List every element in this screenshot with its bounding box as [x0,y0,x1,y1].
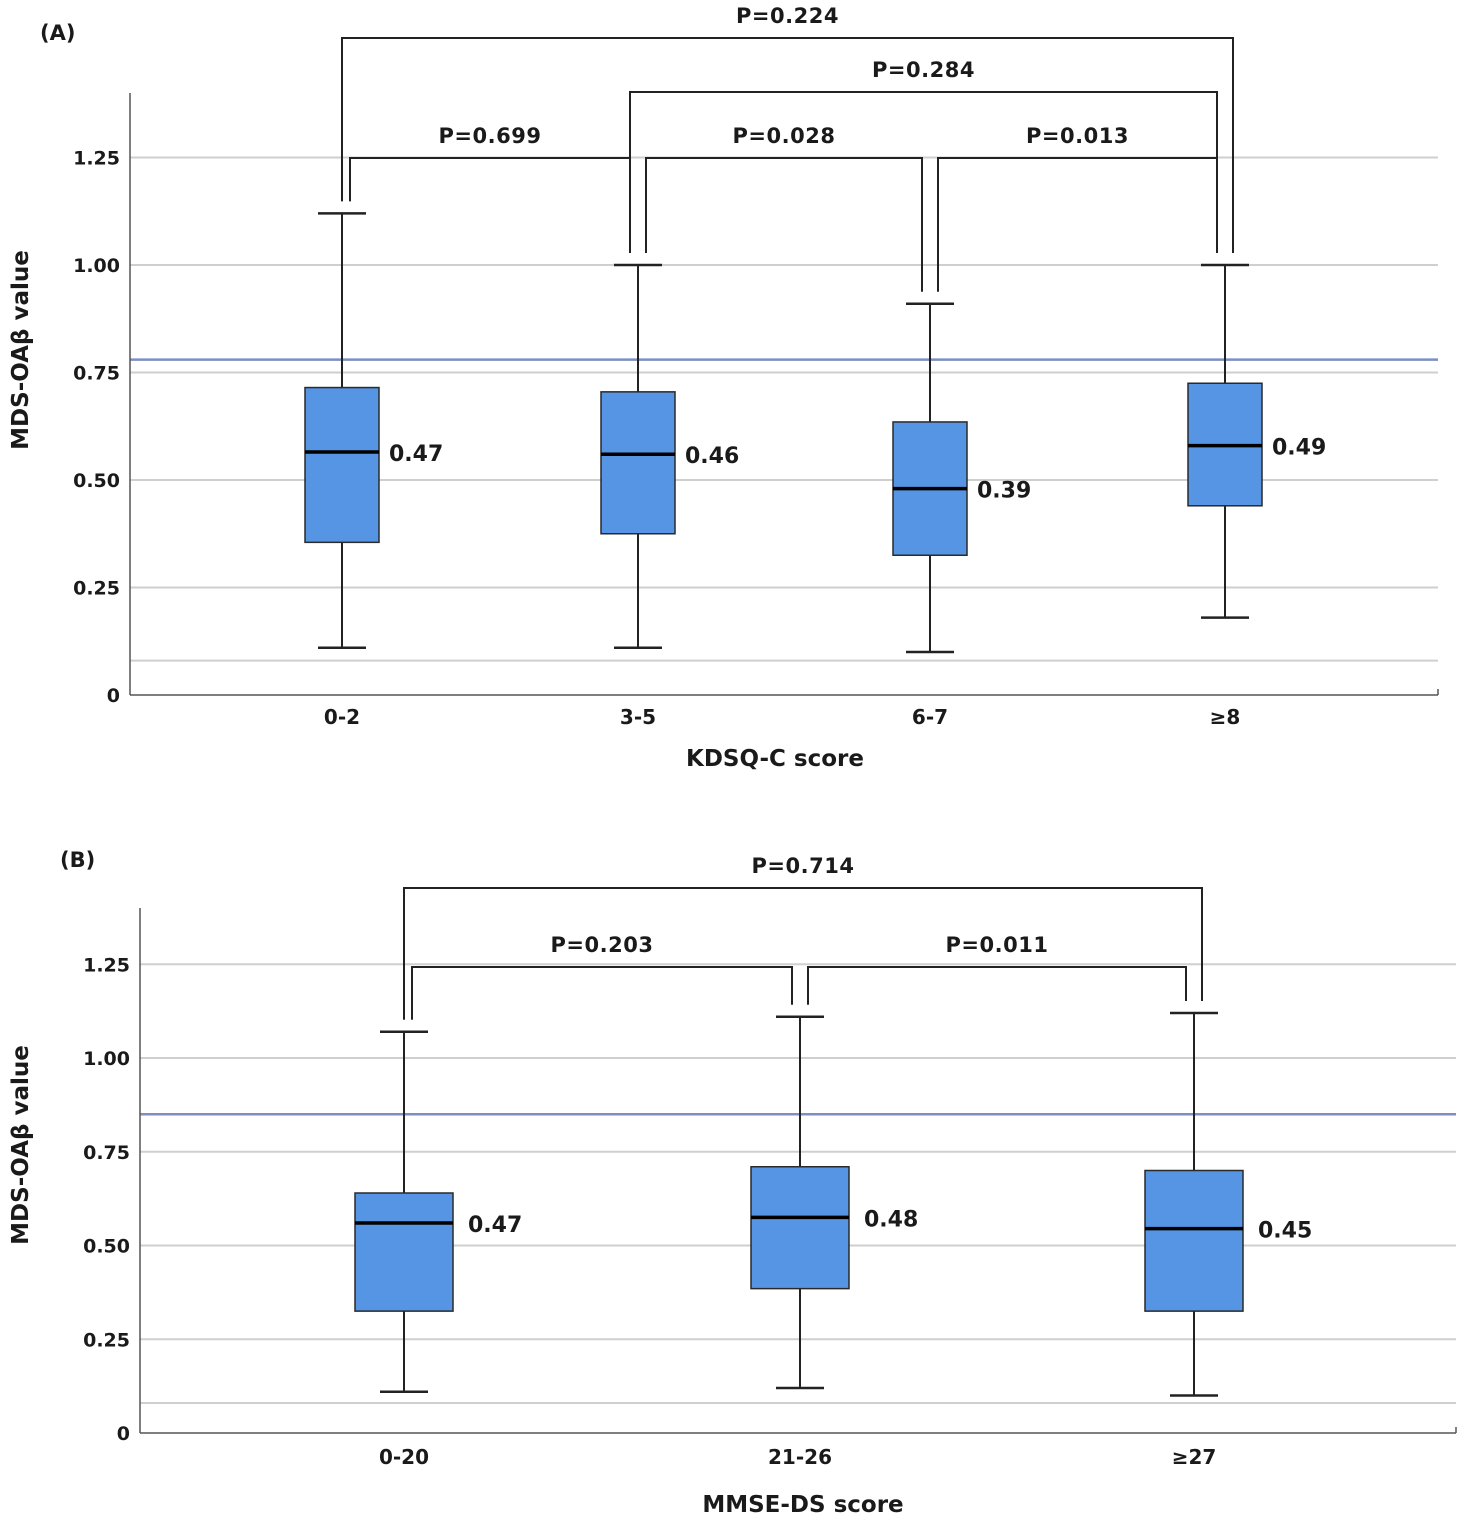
p-value-label: P=0.011 [946,933,1049,957]
x-tick-label: 3-5 [620,705,656,729]
y-tick-label: 0.25 [83,1329,130,1351]
y-tick-label: 1.00 [73,255,120,277]
comparison-bracket [341,37,1234,253]
comparison-bracket [411,966,793,1020]
y-axis-title: MDS-OAβ value [8,250,34,450]
comparison-bracket [349,157,631,253]
median-label: 0.46 [685,444,739,469]
box [1144,1169,1244,1312]
x-tick-label: ≥8 [1210,705,1241,729]
x-axis-title: KDSQ-C score [686,746,864,772]
box [354,1192,454,1312]
median-label: 0.39 [977,479,1031,504]
y-tick-label: 0 [107,685,120,707]
y-tick-label: 0.50 [83,1236,130,1258]
y-tick-label: 1.25 [73,148,120,170]
y-tick-label: 0.75 [83,1142,130,1164]
median-label: 0.47 [468,1213,522,1238]
x-tick-label: ≥27 [1172,1445,1217,1469]
panel-label: (A) [40,21,75,45]
x-tick-label: 0-2 [324,705,360,729]
y-tick-label: 0.25 [73,578,120,600]
x-axis-title: MMSE-DS score [702,1492,903,1518]
p-value-label: P=0.028 [733,124,836,148]
panel-label: (B) [60,848,95,872]
box [750,1166,850,1290]
y-tick-label: 0.75 [73,363,120,385]
y-tick-label: 1.25 [83,954,130,976]
comparison-bracket [937,157,1218,292]
x-tick-label: 6-7 [912,705,948,729]
x-tick-label: 21-26 [768,1445,832,1469]
panel-a: 0 0.25 0.50 0.75 1.00 1.25 (A) 0.47 0-2 0.46 3-5 0.… [8,4,1439,772]
comparison-bracket [807,966,1187,1005]
p-value-label: P=0.714 [752,854,855,878]
y-tick-label: 0 [117,1423,130,1445]
p-value-label: P=0.284 [872,58,975,82]
p-value-label: P=0.013 [1026,124,1129,148]
y-tick-label: 1.00 [83,1048,130,1070]
p-value-label: P=0.699 [439,124,542,148]
x-tick-label: 0-20 [379,1445,429,1469]
comparison-bracket [645,157,923,292]
median-label: 0.49 [1272,436,1326,461]
y-tick-label: 0.50 [73,470,120,492]
y-axis-title: MDS-OAβ value [8,1045,34,1245]
comparison-bracket [629,91,1218,253]
comparison-bracket [403,887,1203,1020]
median-label: 0.48 [864,1207,918,1232]
p-value-label: P=0.224 [736,4,839,28]
box [600,391,676,535]
p-value-label: P=0.203 [551,933,654,957]
median-label: 0.47 [389,442,443,467]
median-label: 0.45 [1258,1219,1312,1244]
box [304,386,380,544]
panel-b: 0 0.25 0.50 0.75 1.00 1.25 (B) 0.47 0-20 0.48 21-2… [8,848,1457,1518]
